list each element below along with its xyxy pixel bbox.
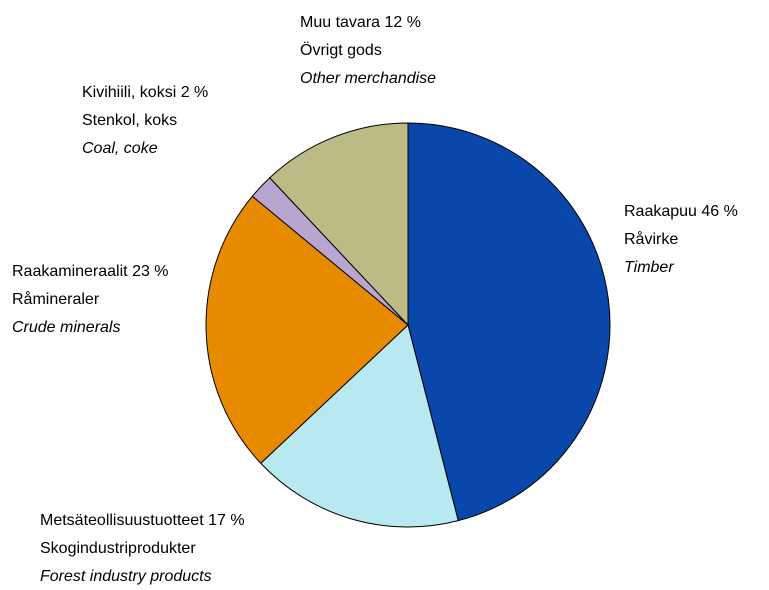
pie-slice [260,324,459,528]
slice-label: Raakapuu 46 % [624,203,738,220]
category-name-en: Forest industry products [40,568,212,585]
category-name-en: Crude minerals [12,319,120,336]
value-label: 23 % [132,263,168,280]
slice-label: Kivihiili, koksi 2 % [82,84,208,101]
slice-label: Metsäteollisuustuotteet 17 % [40,512,245,529]
pie-slice [407,122,611,522]
category-name-sv: Skogindustriprodukter [40,540,196,557]
category-name-sv: Råmineraler [12,290,100,308]
category-name-sv: Stenkol, koks [82,112,177,129]
category-name-sv: Övrigt gods [300,41,382,59]
category-name: Kivihiili, koksi [82,84,176,101]
category-name-en: Coal, coke [82,140,158,157]
value-label: 12 % [385,14,421,31]
slice-label: Muu tavara 12 % [300,14,421,31]
category-name-en: Timber [624,259,674,276]
pie-slice [269,122,409,327]
value-label: 2 % [181,84,209,101]
slice-label: Raakamineraalit 23 % [12,263,169,280]
category-name-sv: Råvirke [624,230,678,248]
category-name: Metsäteollisuustuotteet [40,512,204,529]
value-label: 17 % [208,512,244,529]
pie-slice [205,195,409,464]
category-name: Raakamineraalit [12,263,128,280]
category-name: Raakapuu [624,203,697,220]
value-label: 46 % [701,203,737,220]
category-name: Muu tavara [300,14,380,31]
category-name-en: Other merchandise [300,70,436,87]
